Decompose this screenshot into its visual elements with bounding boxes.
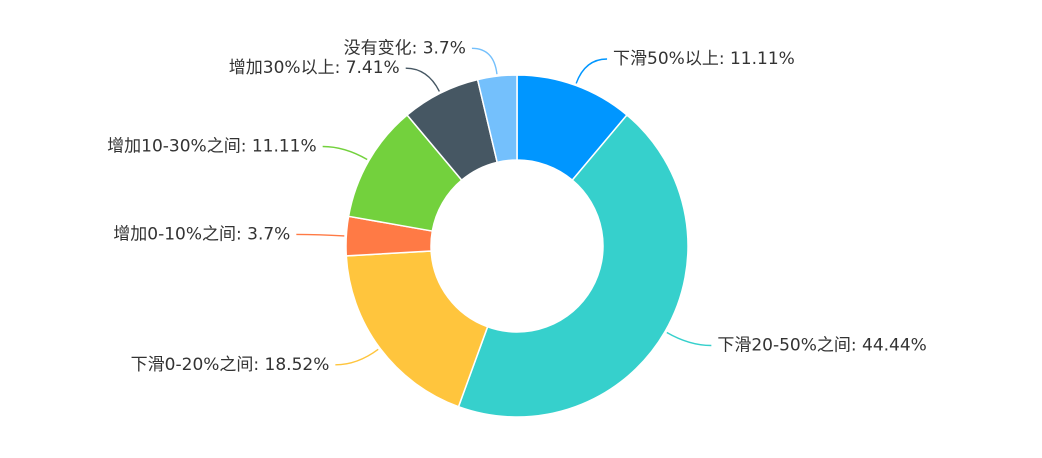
leader-line	[575, 58, 608, 84]
slice-label: 增加0-10%之间: 3.7%	[113, 224, 290, 244]
leader-line	[666, 331, 712, 347]
leader-lines	[296, 47, 712, 366]
leader-line	[405, 67, 440, 92]
donut-slice[interactable]	[476, 74, 518, 164]
slice-label: 增加30%以上: 7.41%	[229, 58, 400, 78]
slice-label: 下滑0-20%之间: 18.52%	[131, 355, 330, 375]
leader-line	[471, 47, 498, 75]
slice-label: 增加10-30%之间: 11.11%	[107, 137, 317, 157]
donut-slices	[345, 74, 689, 418]
leader-line	[322, 145, 368, 161]
donut-slice[interactable]	[457, 113, 689, 418]
slice-label: 下滑20-50%之间: 44.44%	[717, 336, 927, 356]
leader-line	[296, 233, 345, 237]
slice-label: 没有变化: 3.7%	[344, 38, 466, 58]
donut-slice[interactable]	[345, 250, 489, 408]
slice-labels: 下滑50%以上: 11.11% 下滑20-50%之间: 44.44% 下滑0-20%…	[107, 38, 927, 374]
leader-line	[335, 348, 379, 366]
slice-label: 下滑50%以上: 11.11%	[613, 49, 795, 69]
